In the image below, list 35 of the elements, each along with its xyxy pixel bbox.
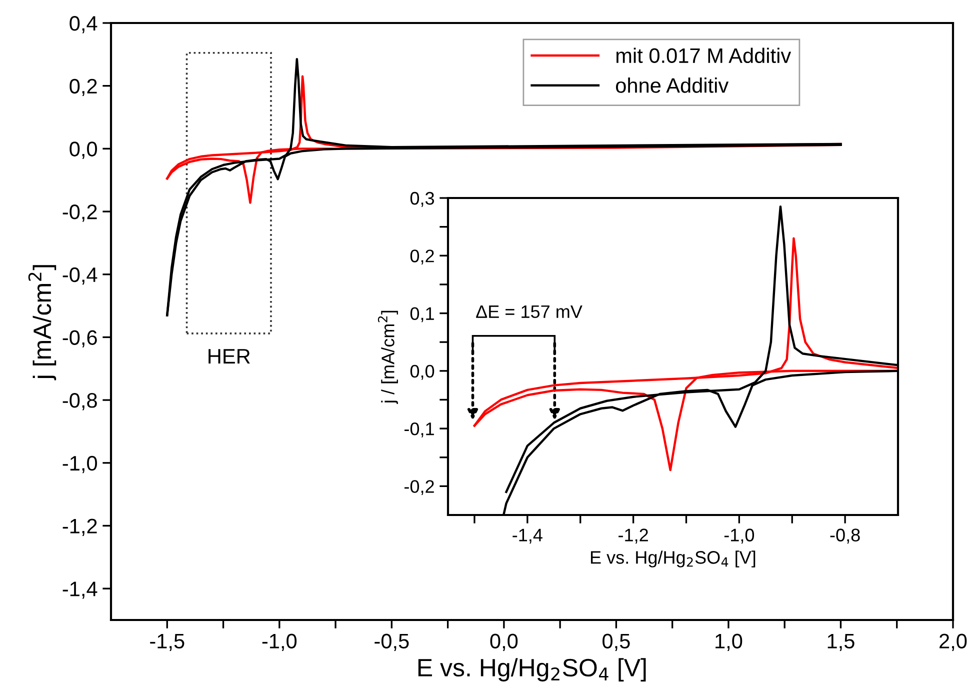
x-tick-label: -0,8 bbox=[830, 528, 860, 544]
y-tick-label: 0,2 bbox=[70, 78, 97, 96]
legend-label: mit 0.017 M Additiv bbox=[616, 48, 792, 64]
y-tick-label: 0,4 bbox=[70, 16, 98, 34]
x-tick-label: -1,0 bbox=[262, 634, 297, 651]
x-tick-label: 0,0 bbox=[490, 634, 518, 651]
annotation: HER bbox=[208, 349, 250, 364]
y-tick-label: -0,4 bbox=[62, 267, 98, 285]
x-tick-label: -1,4 bbox=[512, 528, 542, 544]
y-tick-label: -0,2 bbox=[404, 480, 434, 496]
y-tick-label: 0,3 bbox=[410, 192, 434, 207]
x-axis-title: E vs. Hg/Hg$_{2}$SO$_{4}$ [V] bbox=[418, 658, 646, 682]
y-tick-label: 0,0 bbox=[410, 364, 434, 380]
x-tick-label: -1,0 bbox=[724, 528, 754, 544]
x-tick-label: 1,0 bbox=[716, 634, 742, 651]
annotation: ΔE = 157 mV bbox=[476, 305, 582, 318]
y-tick-label: -0,8 bbox=[62, 393, 97, 410]
y-tick-label: 0,2 bbox=[410, 250, 434, 264]
x-tick-label: -0,5 bbox=[374, 634, 409, 651]
y-tick-label: 0,0 bbox=[70, 142, 97, 159]
y-tick-label: -0,1 bbox=[404, 422, 434, 438]
x-tick-label: 2,0 bbox=[940, 634, 967, 651]
x-tick-label: -1,5 bbox=[150, 634, 184, 651]
legend-label: ohne Additiv bbox=[616, 78, 729, 93]
y-tick-label: 0,1 bbox=[410, 307, 434, 322]
y-tick-label: -1,0 bbox=[62, 456, 97, 474]
y-axis-title: j / [mA/cm$^{2}$] bbox=[378, 310, 398, 404]
x-tick-label: -1,2 bbox=[618, 528, 648, 544]
y-tick-label: -1,4 bbox=[62, 582, 98, 599]
y-axis-title: j [mA/cm$^{2}$] bbox=[28, 265, 56, 380]
x-tick-label: 0,5 bbox=[602, 634, 630, 651]
x-tick-label: 1,5 bbox=[828, 634, 854, 651]
y-tick-label: -0,6 bbox=[62, 330, 97, 348]
x-axis-title: E vs. Hg/Hg$_{2}$SO$_{4}$ [V] bbox=[590, 550, 756, 568]
y-tick-label: -0,2 bbox=[62, 204, 97, 222]
